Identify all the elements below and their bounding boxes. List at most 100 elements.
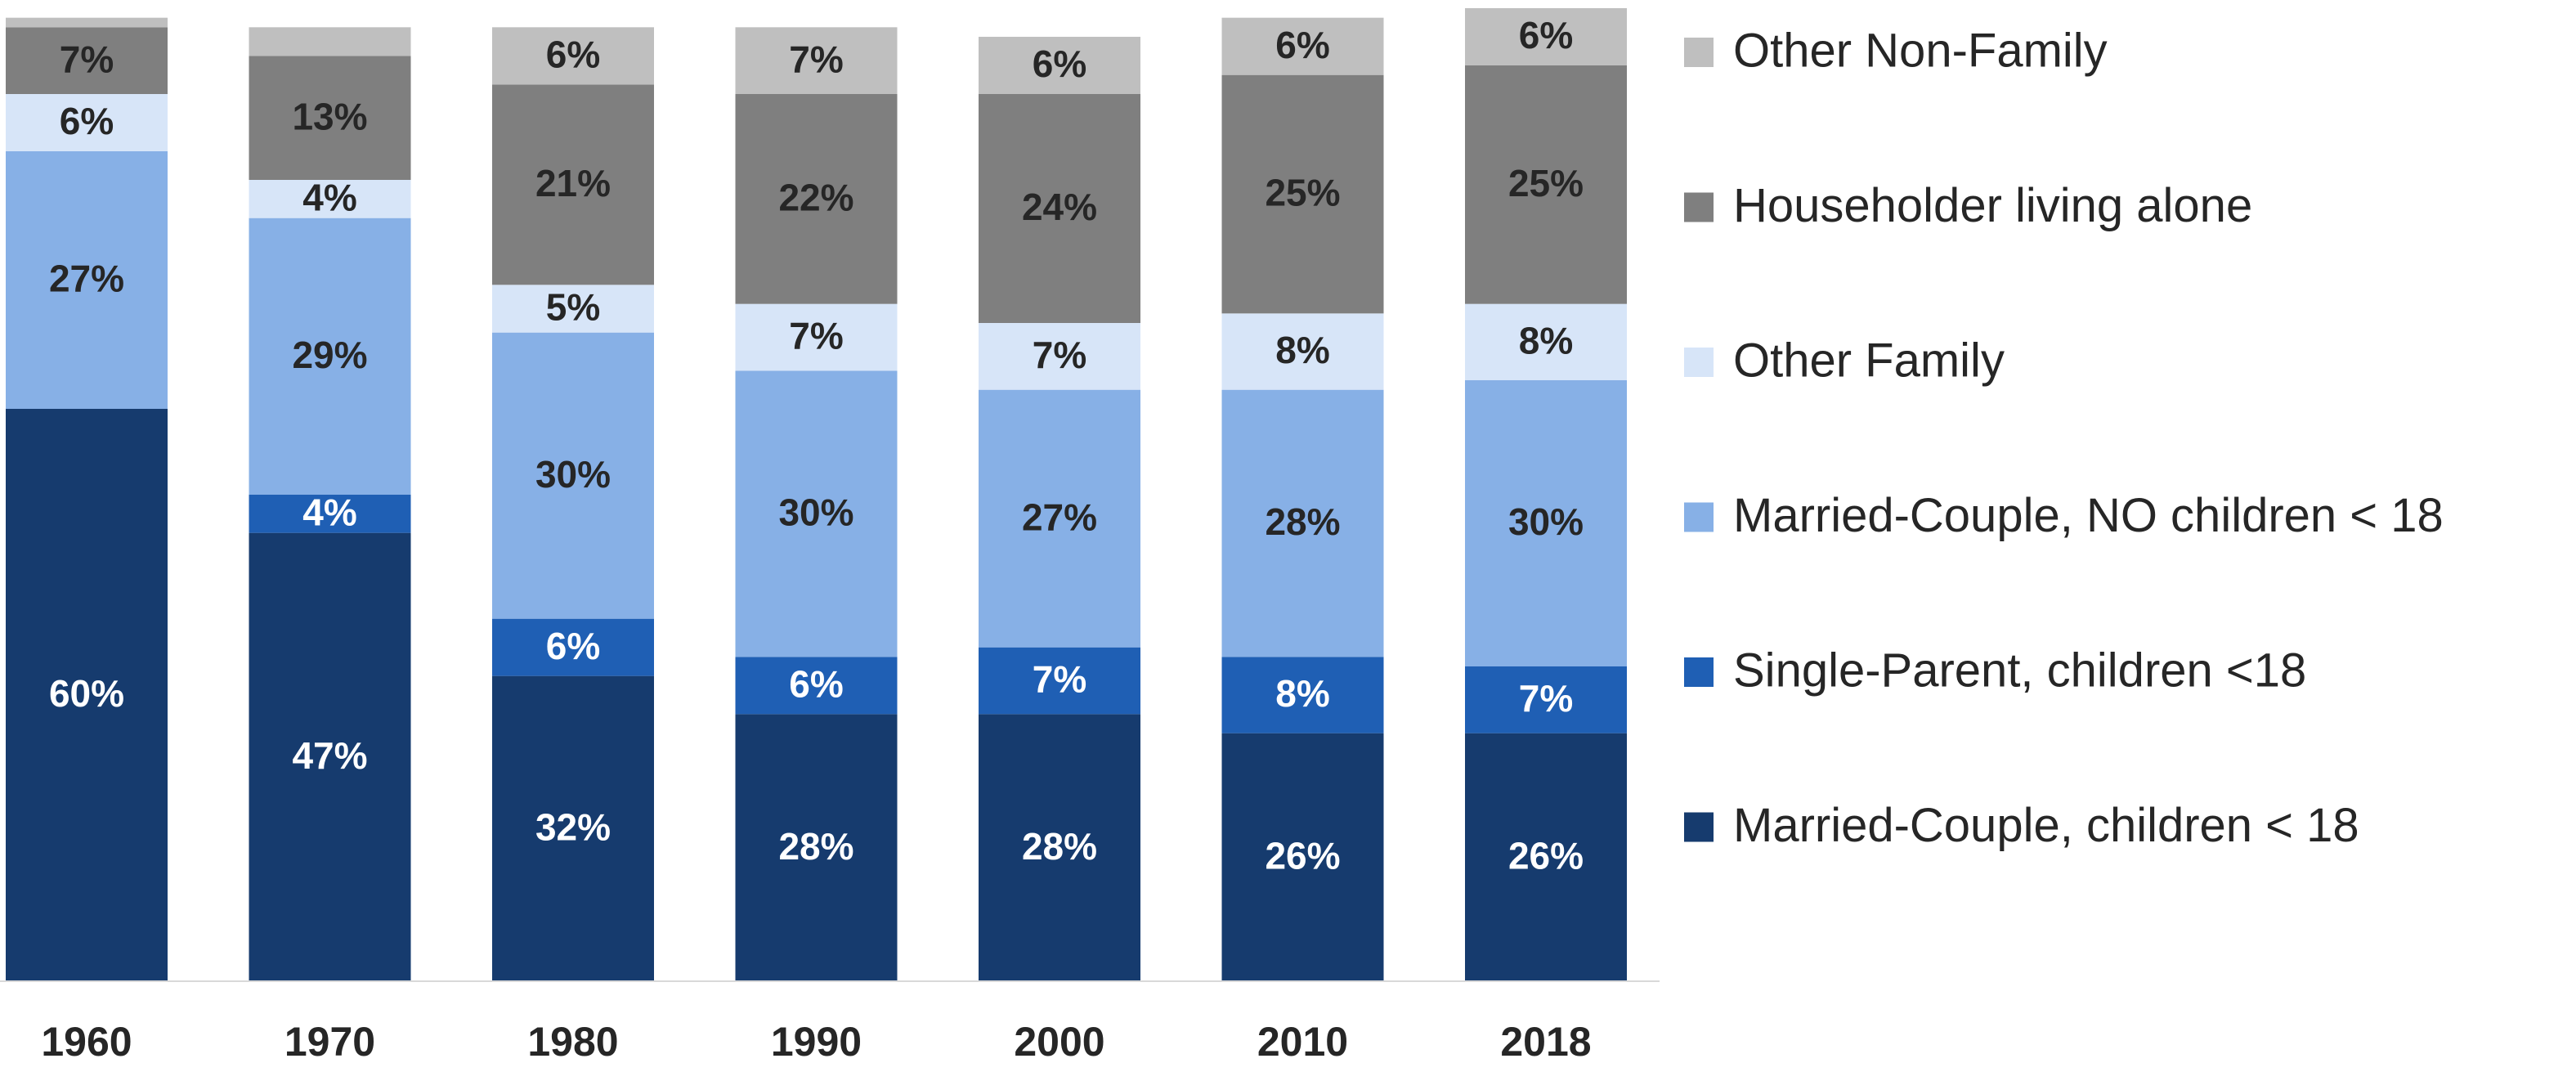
bar-segment: [1221, 733, 1384, 981]
bar-segment: [1221, 389, 1384, 657]
x-tick-label: 1970: [284, 1019, 375, 1065]
bar-segment: [979, 389, 1140, 648]
data-label: 6%: [1033, 43, 1086, 85]
bar-segment: [249, 56, 411, 180]
bar-segment: [735, 27, 898, 95]
bar-segment: [979, 714, 1140, 981]
data-label: 7%: [1519, 677, 1573, 720]
data-label: 30%: [1508, 500, 1584, 543]
data-label: 7%: [1033, 334, 1086, 376]
legend-swatch: [1684, 502, 1714, 532]
bar-segment: [1465, 65, 1627, 304]
x-tick-label: 2018: [1500, 1019, 1591, 1065]
data-label: 28%: [1265, 500, 1340, 543]
data-label: 8%: [1275, 672, 1329, 715]
data-label: 4%: [302, 491, 356, 533]
data-label: 28%: [778, 825, 853, 868]
bar-segment: [1465, 733, 1627, 981]
bar-segment: [249, 27, 411, 56]
bar-segment: [6, 409, 168, 981]
bar-segment: [249, 495, 411, 533]
data-label: 7%: [60, 38, 114, 80]
legend-label: Married-Couple, NO children < 18: [1733, 489, 2444, 542]
data-label: 47%: [292, 734, 367, 777]
bar-segment: [492, 618, 654, 676]
data-label: 24%: [1022, 186, 1097, 228]
data-label: 32%: [535, 805, 611, 848]
legend-label: Other Family: [1733, 334, 2005, 387]
data-label: 29%: [292, 334, 367, 376]
bar-segment: [492, 285, 654, 333]
bar-segment: [1221, 313, 1384, 390]
bar-segment: [6, 94, 168, 151]
bar-segment: [492, 675, 654, 981]
bar-segment: [735, 714, 898, 981]
bar-segment: [735, 657, 898, 715]
data-label: 5%: [546, 286, 600, 329]
bar-segment: [735, 94, 898, 304]
bar-segment: [979, 323, 1140, 390]
bar-segment: [979, 647, 1140, 715]
data-label: 30%: [535, 453, 611, 496]
data-label: 4%: [302, 176, 356, 218]
data-label: 60%: [49, 672, 124, 715]
bar-segment: [1465, 380, 1627, 666]
data-label: 8%: [1519, 319, 1573, 361]
data-label: 25%: [1508, 162, 1584, 204]
bar-segment: [6, 151, 168, 409]
data-label: 6%: [789, 662, 843, 705]
data-label: 7%: [789, 315, 843, 357]
bar-segment: [979, 37, 1140, 94]
x-tick-label: 1990: [771, 1019, 862, 1065]
bar-segment: [1221, 657, 1384, 733]
data-label: 27%: [49, 258, 124, 300]
x-tick-label: 1960: [41, 1019, 132, 1065]
data-label: 6%: [60, 100, 114, 142]
data-label: 21%: [535, 162, 611, 204]
data-label: 6%: [546, 625, 600, 667]
bar-segment: [1465, 666, 1627, 733]
data-label: 25%: [1265, 172, 1340, 214]
legend-label: Single-Parent, children <18: [1733, 644, 2306, 697]
data-label: 28%: [1022, 825, 1097, 868]
bar-segment: [492, 27, 654, 85]
data-label: 8%: [1275, 329, 1329, 371]
data-label: 22%: [778, 176, 853, 218]
data-label: 7%: [1033, 658, 1086, 701]
bar-segment: [249, 218, 411, 495]
data-label: 7%: [789, 38, 843, 80]
data-label: 30%: [778, 491, 853, 533]
legend-label: Householder living alone: [1733, 179, 2252, 232]
legend-label: Married-Couple, children < 18: [1733, 799, 2359, 852]
legend-swatch: [1684, 192, 1714, 222]
x-tick-label: 2000: [1014, 1019, 1104, 1065]
bar-segment: [735, 303, 898, 371]
data-label: 27%: [1022, 496, 1097, 538]
legend-swatch: [1684, 38, 1714, 67]
bar-segment: [249, 180, 411, 218]
bar-segment: [1221, 17, 1384, 75]
bar-segment: [6, 17, 168, 28]
bar-segment: [492, 84, 654, 285]
bar-segment: [979, 94, 1140, 323]
legend-label: Other Non-Family: [1733, 24, 2108, 77]
legend-swatch: [1684, 348, 1714, 377]
bar-segment: [249, 532, 411, 981]
x-tick-label: 2010: [1257, 1019, 1348, 1065]
bar-segment: [735, 370, 898, 657]
data-label: 6%: [546, 33, 600, 75]
bar-segment: [492, 332, 654, 619]
bar-segment: [1465, 8, 1627, 65]
bar-segment: [6, 27, 168, 95]
data-label: 6%: [1275, 24, 1329, 66]
bar-segment: [1221, 74, 1384, 314]
data-label: 13%: [292, 95, 367, 137]
x-tick-label: 1980: [527, 1019, 618, 1065]
legend-swatch: [1684, 657, 1714, 687]
bar-segment: [1465, 303, 1627, 380]
data-label: 26%: [1265, 834, 1340, 877]
data-label: 26%: [1508, 834, 1584, 877]
data-label: 6%: [1519, 14, 1573, 56]
